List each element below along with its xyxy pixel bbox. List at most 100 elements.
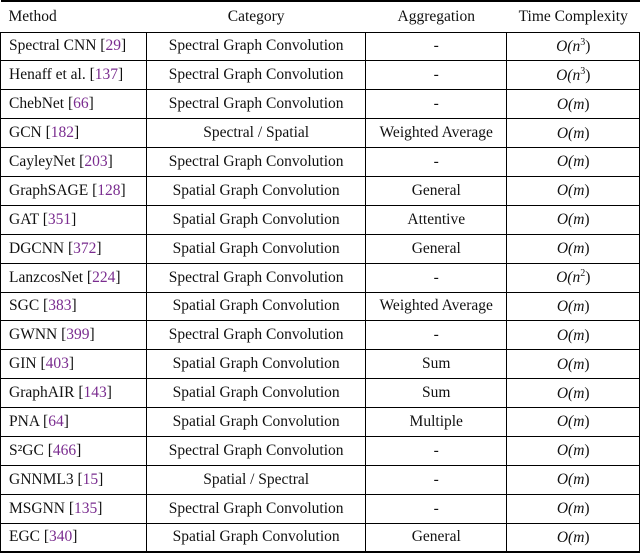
cell-method: SGC [383]: [0, 292, 148, 322]
cell-category: Spatial Graph Convolution: [146, 378, 367, 409]
cell-method: GCN [182]: [0, 118, 148, 149]
cell-aggregation: General: [365, 176, 508, 206]
cell-time-complexity: O(m): [506, 320, 640, 351]
table-row: Henaff et al. [137] Spectral Graph Convol…: [0, 60, 640, 91]
citation-link[interactable]: 135: [74, 499, 98, 517]
method-name: EGC: [9, 528, 40, 546]
cell-category: Spatial Graph Convolution: [146, 523, 367, 553]
method-name: GNNML3: [9, 470, 74, 488]
citation-link[interactable]: 15: [82, 470, 99, 488]
citation-link[interactable]: 66: [73, 95, 89, 113]
header-time-complexity: Time Complexity: [506, 0, 640, 33]
cell-time-complexity: O(m): [506, 494, 640, 524]
table-body: Spectral CNN [29] Spectral Graph Convolut…: [0, 32, 640, 553]
cell-aggregation: -: [365, 494, 508, 524]
cell-method: ChebNet [66]: [0, 89, 148, 120]
header-category: Category: [146, 0, 366, 33]
table-row: GIN [403] Spatial Graph Convolution Sum O(m…: [0, 349, 640, 380]
method-name: DGCNN: [9, 239, 65, 257]
method-name: GIN: [9, 355, 37, 373]
method-name: GCN: [9, 124, 42, 142]
table-row: ChebNet [66] Spectral Graph Convolution - O…: [0, 89, 640, 120]
citation-link[interactable]: 372: [73, 239, 97, 257]
header-row: Method Category Aggregation Time Complex…: [0, 0, 640, 33]
cell-category: Spectral Graph Convolution: [146, 263, 367, 293]
method-name: PNA: [9, 413, 40, 431]
cell-method: MSGNN [135]: [0, 494, 148, 524]
table-row: GAT [351] Spatial Graph Convolution Attent…: [0, 205, 640, 235]
cell-category: Spectral / Spatial: [146, 118, 367, 149]
cell-aggregation: -: [365, 60, 508, 91]
cell-time-complexity: O(m): [506, 205, 640, 235]
cell-time-complexity: O(n2): [506, 263, 640, 293]
cell-method: GIN [403]: [0, 349, 148, 380]
cell-category: Spectral Graph Convolution: [146, 147, 367, 177]
cell-time-complexity: O(m): [506, 118, 640, 149]
cell-method: LanzcosNet [224]: [0, 263, 148, 293]
citation-link[interactable]: 128: [97, 181, 121, 199]
citation-link[interactable]: 383: [48, 297, 72, 315]
cell-time-complexity: O(m): [506, 436, 640, 466]
cell-category: Spatial Graph Convolution: [146, 234, 367, 264]
cell-category: Spectral Graph Convolution: [146, 494, 367, 524]
citation-link[interactable]: 224: [92, 268, 116, 286]
cell-time-complexity: O(n3): [506, 60, 640, 91]
cell-aggregation: -: [365, 89, 508, 120]
table-row: Spectral CNN [29] Spectral Graph Convolut…: [0, 32, 640, 62]
method-name: Henaff et al.: [9, 66, 86, 84]
method-name: LanzcosNet: [9, 268, 84, 286]
method-name: S²GC: [9, 441, 44, 459]
cell-method: GraphSAGE [128]: [0, 176, 148, 206]
cell-aggregation: Sum: [365, 349, 508, 380]
cell-time-complexity: O(m): [506, 89, 640, 120]
table-row: CayleyNet [203] Spectral Graph Convolutio…: [0, 147, 640, 177]
cell-aggregation: -: [365, 32, 508, 62]
table-row: LanzcosNet [224] Spectral Graph Convoluti…: [0, 263, 640, 293]
citation-link[interactable]: 137: [94, 66, 119, 84]
cell-time-complexity: O(m): [506, 349, 640, 380]
citation-link[interactable]: 29: [105, 37, 121, 55]
cell-method: S²GC [466]: [0, 436, 148, 466]
cell-time-complexity: O(m): [506, 176, 640, 206]
cell-method: GraphAIR [143]: [0, 378, 148, 409]
method-name: GAT: [9, 210, 39, 228]
table-row: GraphAIR [143] Spatial Graph Convolution S…: [0, 378, 640, 409]
citation-link[interactable]: 399: [66, 326, 90, 344]
cell-category: Spatial Graph Convolution: [146, 407, 367, 437]
cell-method: Henaff et al. [137]: [0, 60, 148, 91]
cell-time-complexity: O(m): [506, 465, 640, 495]
citation-link[interactable]: 143: [83, 384, 107, 402]
cell-aggregation: -: [365, 436, 508, 466]
cell-method: GAT [351]: [0, 205, 148, 235]
cell-time-complexity: O(n3): [506, 32, 640, 62]
citation-link[interactable]: 466: [52, 441, 77, 459]
table-row: GWNN [399] Spectral Graph Convolution - O(m…: [0, 320, 640, 351]
cell-aggregation: -: [365, 465, 508, 495]
cell-category: Spatial Graph Convolution: [146, 292, 367, 322]
cell-aggregation: Sum: [365, 378, 508, 409]
method-name: GraphSAGE: [9, 181, 89, 199]
table-row: PNA [64] Spatial Graph Convolution Multipl…: [0, 407, 640, 437]
cell-method: EGC [340]: [0, 523, 148, 553]
cell-category: Spatial / Spectral: [146, 465, 367, 495]
citation-link[interactable]: 340: [49, 528, 73, 546]
method-name: GWNN: [9, 326, 58, 344]
citation-link[interactable]: 182: [50, 124, 75, 142]
citation-link[interactable]: 203: [84, 153, 108, 170]
citation-link[interactable]: 403: [45, 355, 69, 373]
table-row: GCN [182] Spectral / Spatial Weighted Aver…: [0, 118, 640, 149]
citation-link[interactable]: 351: [47, 210, 72, 228]
cell-method: DGCNN [372]: [0, 234, 148, 264]
cell-time-complexity: O(m): [506, 234, 640, 264]
citation-link[interactable]: 64: [48, 413, 64, 431]
cell-aggregation: -: [365, 320, 508, 351]
cell-time-complexity: O(m): [506, 523, 640, 553]
method-name: Spectral CNN: [9, 37, 97, 55]
table-row: MSGNN [135] Spectral Graph Convolution - O(…: [0, 494, 640, 524]
cell-aggregation: General: [365, 523, 508, 553]
table-row: SGC [383] Spatial Graph Convolution Weight…: [0, 292, 640, 322]
table-header: Method Category Aggregation Time Complex…: [0, 0, 640, 33]
cell-aggregation: General: [365, 234, 508, 264]
cell-time-complexity: O(m): [506, 378, 640, 409]
header-aggregation: Aggregation: [365, 0, 507, 33]
